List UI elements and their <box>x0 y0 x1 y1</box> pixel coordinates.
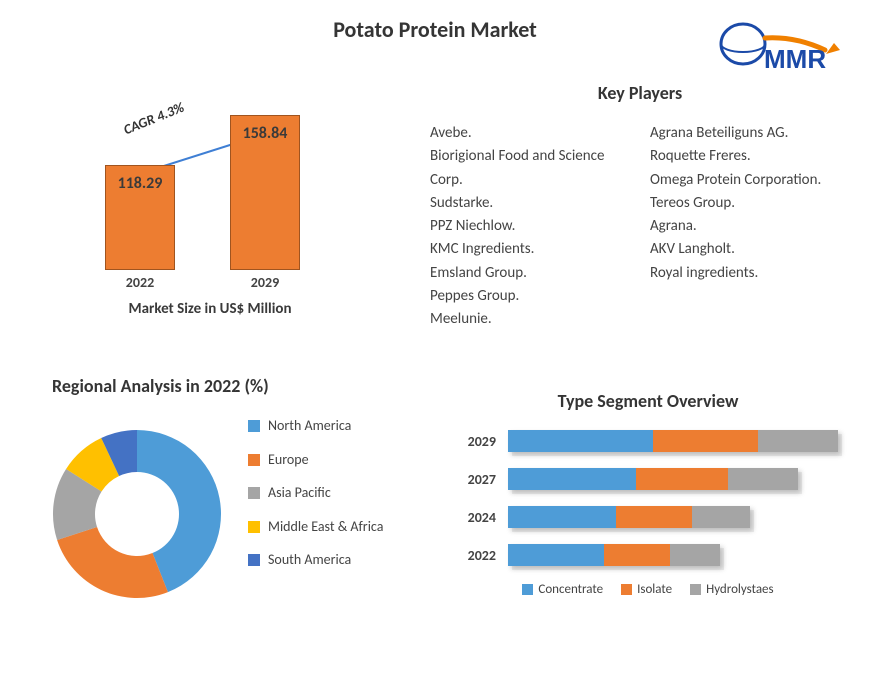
donut-legend-item: Asia Pacific <box>248 484 383 502</box>
legend-label: North America <box>268 417 351 435</box>
stacked-legend: Concentrate Isolate Hydrolystaes <box>448 582 848 597</box>
stacked-segment <box>604 544 670 566</box>
mmr-logo: MMR <box>708 16 848 80</box>
stacked-row: 2027 <box>448 468 848 490</box>
key-player-item: Omega Protein Corporation. <box>650 169 840 192</box>
type-segment-section: Type Segment Overview 2029 2027 2024 2022 C… <box>448 390 848 597</box>
stacked-bar <box>508 468 798 490</box>
donut-chart <box>32 409 242 619</box>
stacked-bar <box>508 506 750 528</box>
bar-category-label: 2029 <box>231 274 299 291</box>
stacked-legend-item: Hydrolystaes <box>690 582 774 597</box>
legend-swatch <box>248 487 260 499</box>
legend-label: Concentrate <box>538 582 603 597</box>
stacked-segment <box>670 544 720 566</box>
legend-swatch <box>522 584 533 595</box>
key-player-item: PPZ Niechlow. <box>430 215 620 238</box>
key-player-item: Sudstarke. <box>430 192 620 215</box>
legend-label: Middle East & Africa <box>268 518 383 536</box>
stacked-segment <box>653 430 758 452</box>
bar-category-label: 2022 <box>106 274 174 291</box>
donut-title: Regional Analysis in 2022 (%) <box>52 375 432 397</box>
key-player-item: Emsland Group. <box>430 262 620 285</box>
legend-swatch <box>248 554 260 566</box>
market-size-bar-chart: CAGR 4.3% 118.292022158.842029 Market Si… <box>60 100 370 340</box>
stacked-year-label: 2024 <box>448 509 496 526</box>
donut-legend-item: Europe <box>248 451 383 469</box>
donut-legend: North America Europe Asia Pacific Middle Ea… <box>248 417 383 585</box>
bar-axis-label: Market Size in US$ Million <box>50 300 370 318</box>
stacked-legend-item: Concentrate <box>522 582 603 597</box>
key-players-col2: Agrana Beteiliguns AG.Roquette Freres.Om… <box>650 122 840 331</box>
donut-slice <box>57 527 168 598</box>
market-size-bar: 118.292022 <box>105 165 175 270</box>
legend-label: Asia Pacific <box>268 484 331 502</box>
stacked-bar <box>508 544 720 566</box>
legend-swatch <box>621 584 632 595</box>
legend-label: Hydrolystaes <box>706 582 774 597</box>
key-player-item: KMC Ingredients. <box>430 238 620 261</box>
legend-swatch <box>248 521 260 533</box>
svg-text:MMR: MMR <box>764 44 826 74</box>
stacked-year-label: 2029 <box>448 433 496 450</box>
key-player-item: Meelunie. <box>430 308 620 331</box>
stacked-segment <box>758 430 838 452</box>
donut-legend-item: North America <box>248 417 383 435</box>
stacked-segment <box>508 468 636 490</box>
legend-label: Isolate <box>637 582 672 597</box>
key-player-item: Agrana. <box>650 215 840 238</box>
donut-legend-item: Middle East & Africa <box>248 518 383 536</box>
key-player-item: Royal ingredients. <box>650 262 840 285</box>
stacked-row: 2022 <box>448 544 848 566</box>
stacked-segment <box>508 430 653 452</box>
key-player-item: Tereos Group. <box>650 192 840 215</box>
market-size-bar: 158.842029 <box>230 115 300 270</box>
legend-label: Europe <box>268 451 309 469</box>
stacked-segment <box>728 468 798 490</box>
key-player-item: Biorigional Food and Science Corp. <box>430 145 620 192</box>
key-player-item: Roquette Freres. <box>650 145 840 168</box>
stacked-legend-item: Isolate <box>621 582 672 597</box>
key-player-item: Peppes Group. <box>430 285 620 308</box>
key-players-section: Key Players Avebe.Biorigional Food and S… <box>430 82 850 331</box>
stacked-row: 2024 <box>448 506 848 528</box>
stacked-segment <box>692 506 750 528</box>
key-players-title: Key Players <box>430 82 850 104</box>
legend-swatch <box>690 584 701 595</box>
stacked-title: Type Segment Overview <box>448 390 848 412</box>
stacked-bar <box>508 430 838 452</box>
stacked-segment <box>508 544 604 566</box>
donut-legend-item: South America <box>248 551 383 569</box>
legend-label: South America <box>268 551 351 569</box>
stacked-rows: 2029 2027 2024 2022 <box>448 430 848 566</box>
key-players-col1: Avebe.Biorigional Food and Science Corp.… <box>430 122 620 331</box>
stacked-year-label: 2027 <box>448 471 496 488</box>
bar-value-label: 118.29 <box>106 174 174 193</box>
bar-value-label: 158.84 <box>231 124 299 143</box>
key-player-item: Agrana Beteiliguns AG. <box>650 122 840 145</box>
stacked-row: 2029 <box>448 430 848 452</box>
stacked-year-label: 2022 <box>448 547 496 564</box>
legend-swatch <box>248 454 260 466</box>
stacked-segment <box>636 468 728 490</box>
legend-swatch <box>248 420 260 432</box>
key-player-item: AKV Langholt. <box>650 238 840 261</box>
regional-donut-section: Regional Analysis in 2022 (%) North Amer… <box>32 375 432 619</box>
stacked-segment <box>616 506 692 528</box>
stacked-segment <box>508 506 616 528</box>
bar-plot-area: CAGR 4.3% 118.292022158.842029 <box>80 100 320 270</box>
key-player-item: Avebe. <box>430 122 620 145</box>
